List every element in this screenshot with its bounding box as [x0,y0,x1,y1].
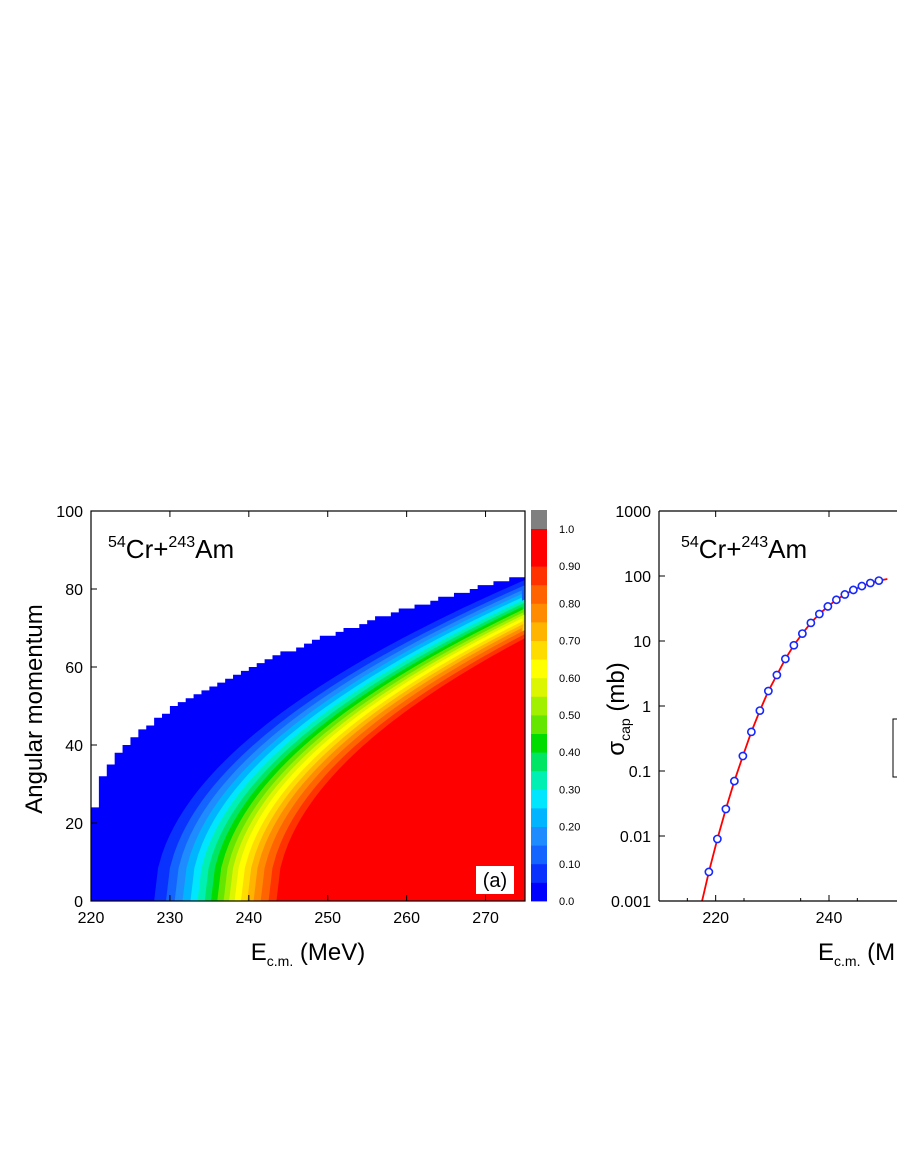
data-point [831,595,841,605]
data-point [857,581,867,591]
panel-b-y-axis-label: σcap (mb) [603,662,633,755]
colorbar-segment [531,603,547,623]
colorbar-segment [531,752,547,772]
x-tick-label: 250 [314,910,341,927]
panel-b-x-axis-label: Ec.m. (M [818,939,895,969]
colorbar: 0.0 0.10 0.20 0.30 0.40 0.50 0.60 0.70 0.80 0.90 1… [531,510,580,908]
colorbar-segment [531,789,547,809]
panel-label-a: (a) [483,870,507,892]
colorbar-segment [531,659,547,679]
data-point [746,727,756,737]
y-tick-label: 0.1 [629,764,651,781]
x-tick-label: 240 [235,910,262,927]
panel-a-y-axis-label: Angular momentum [21,604,48,813]
x-tick-label: 220 [702,910,729,927]
data-point [789,640,799,650]
y-tick-label: 100 [624,569,651,586]
x-tick-label: 240 [816,910,843,927]
capture-curve [701,578,888,901]
colorbar-segment [531,882,547,902]
data-point [729,776,739,786]
colorbar-label: 0.20 [559,822,580,834]
colorbar-segment [531,584,547,604]
colorbar-segment [531,640,547,660]
data-point [755,706,765,715]
heatmap-band-0-95 [284,642,525,901]
data-point [848,585,858,595]
panel-label-box [476,866,514,894]
data-point [840,590,850,599]
data-point [823,602,833,611]
colorbar-segment [531,808,547,827]
colorbar-label: 0.80 [559,598,580,610]
panel-b-reaction-label: 54Cr+243Am [681,534,807,564]
y-tick-label: 100 [56,504,83,521]
legend-box-partial [892,718,897,778]
colorbar-segment [531,863,547,883]
colorbar-label: 0.50 [559,710,580,722]
colorbar-label: 0.40 [559,747,580,759]
colorbar-label: 0.90 [559,561,580,573]
colorbar-label: 0.70 [559,636,580,648]
colorbar-segment [531,826,547,846]
y-tick-label: 60 [65,660,83,677]
x-tick-label: 230 [157,910,184,927]
colorbar-label: 0.0 [559,896,574,908]
data-point [797,629,807,638]
colorbar-segment [531,529,547,548]
y-tick-label: 80 [65,582,83,599]
x-tick-label: 220 [78,910,105,927]
y-tick-label: 0 [74,894,83,911]
y-tick-label: 0.01 [620,829,651,846]
heatmap-bands [91,573,525,901]
data-point [738,751,748,761]
panel-a-frame [90,510,526,902]
y-tick-label: 1000 [615,504,651,521]
colorbar-segment [531,770,547,790]
data-point [780,654,790,664]
panel-b-ticks: 220 240 0.001 0.01 0.1 1 10 100 1000 [611,504,858,927]
panel-a-heatmap: 220 230 240 250 260 270 0 20 40 60 80 100 54Cr+243A… [21,504,580,969]
data-point [712,834,722,844]
colorbar-label: 0.10 [559,859,580,871]
x-tick-label: 270 [472,910,499,927]
colorbar-label: 0.30 [559,784,580,796]
data-point [721,804,731,814]
y-tick-label: 10 [633,634,651,651]
colorbar-segment [531,696,547,716]
colorbar-segment [531,566,547,586]
colorbar-label: 1.0 [559,524,574,536]
colorbar-segment [531,547,547,567]
panel-a-ticks: 220 230 240 250 260 270 0 20 40 60 80 100 [56,504,499,927]
colorbar-segment [531,733,547,753]
data-point [704,867,714,877]
colorbar-segment [531,677,547,697]
colorbar-label: 0.60 [559,673,580,685]
colorbar-overflow-segment [531,510,547,529]
data-point [763,686,773,696]
data-point [865,578,875,588]
y-tick-label: 1 [642,699,651,716]
data-point [814,609,824,619]
x-tick-label: 260 [393,910,420,927]
colorbar-segment [531,622,547,641]
panel-a-x-axis-label: Ec.m. (MeV) [251,939,365,969]
colorbar-segment [531,845,547,865]
data-point [772,670,782,680]
y-tick-label: 40 [65,738,83,755]
cross-section-plot [701,576,888,901]
data-point [874,576,884,585]
colorbar-segment [531,715,547,734]
y-tick-label: 20 [65,816,83,833]
y-tick-label: 0.001 [611,894,651,911]
data-point [806,618,816,628]
panel-a-reaction-label: 54Cr+243Am [108,534,234,564]
